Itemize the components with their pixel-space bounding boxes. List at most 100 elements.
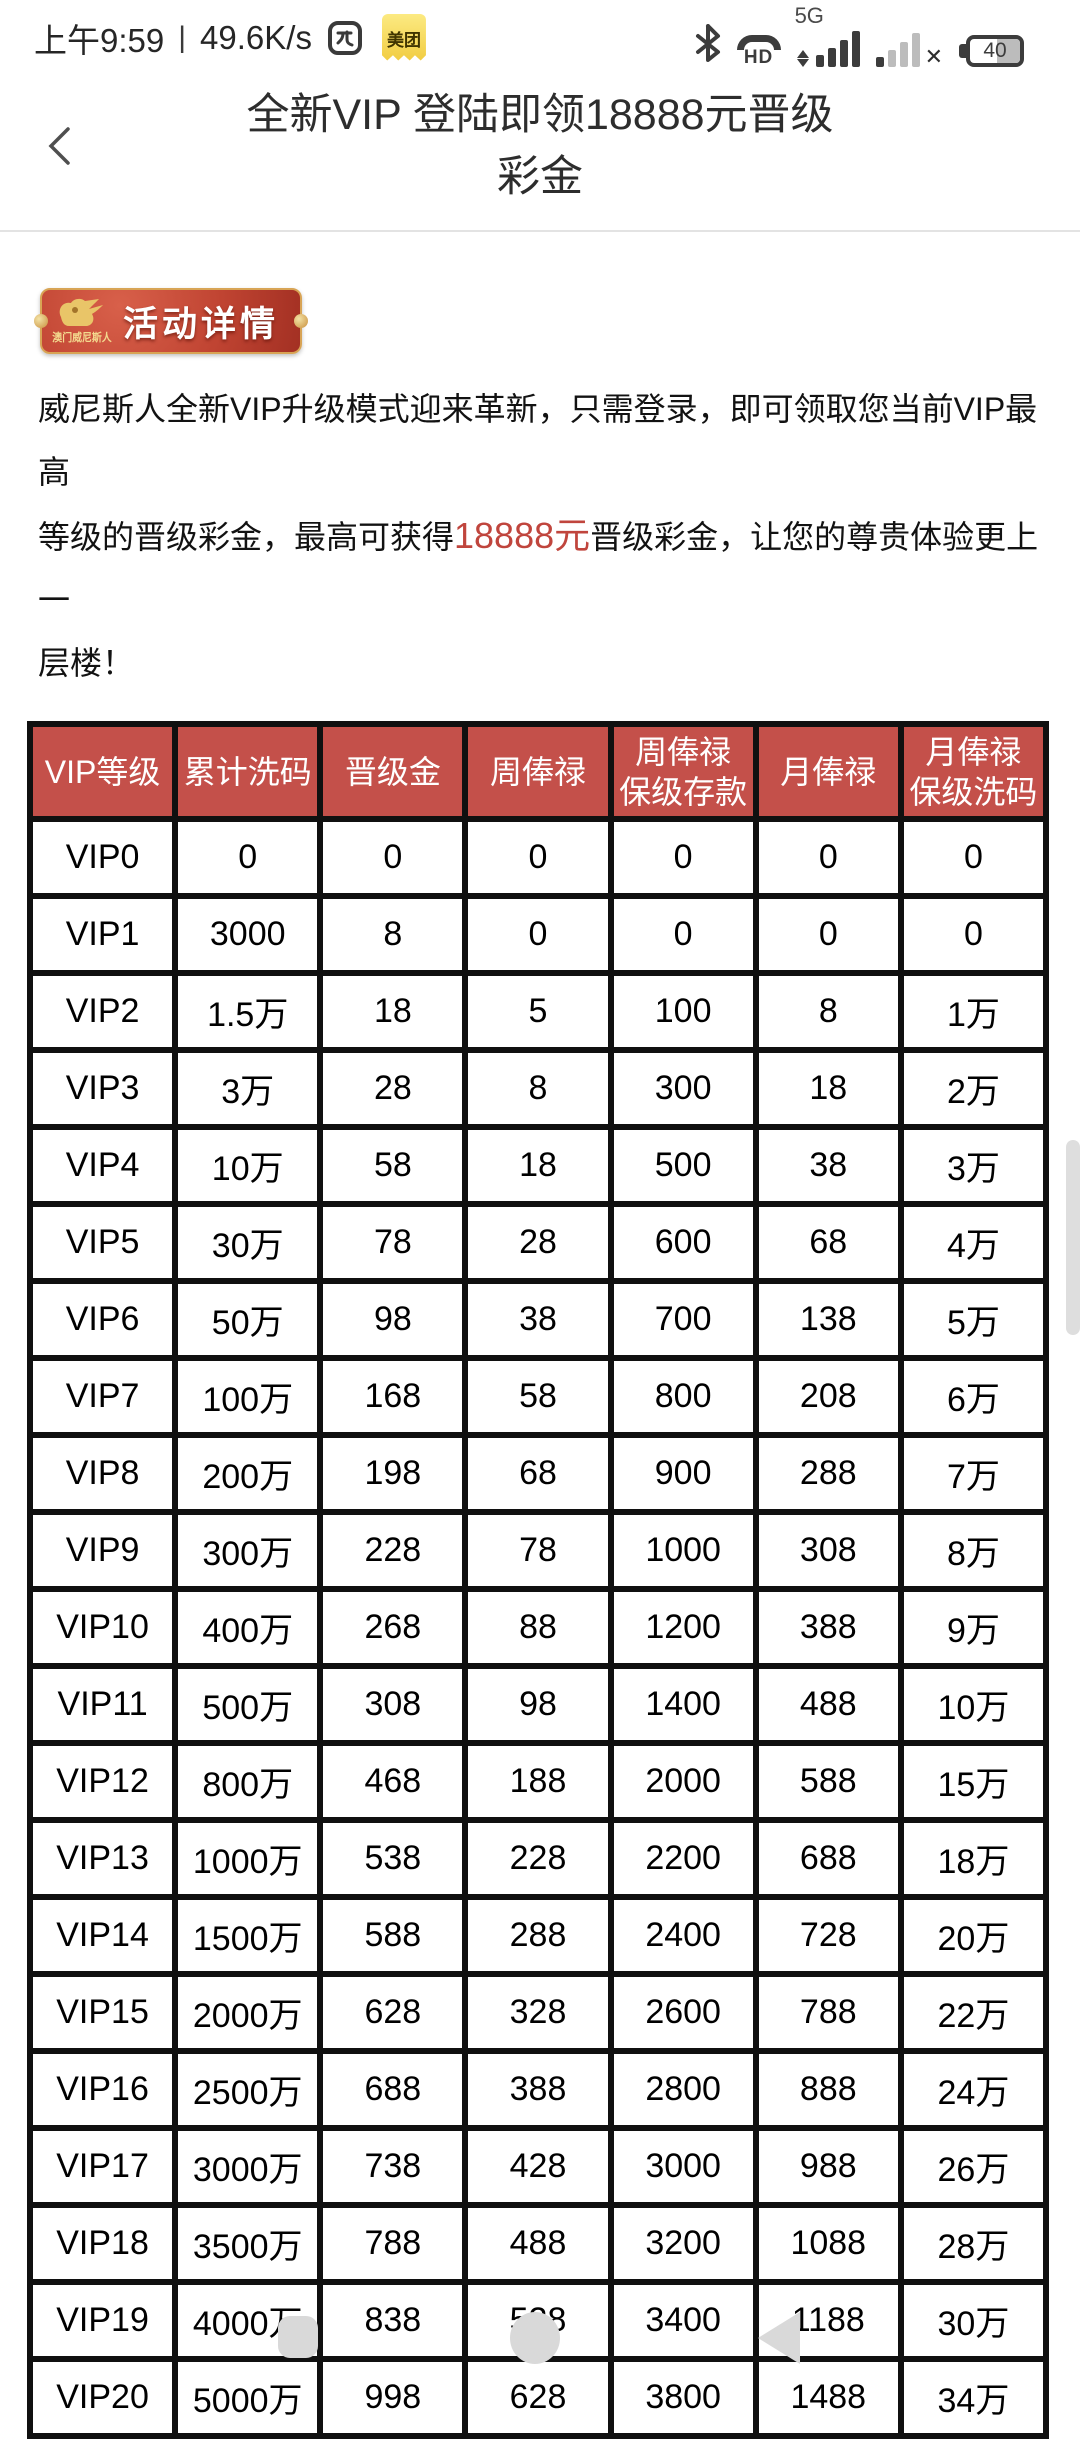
vip-level-cell: VIP0: [26, 816, 179, 899]
value-cell: 98: [317, 1278, 469, 1361]
value-cell: 900: [607, 1432, 759, 1515]
value-cell: 22万: [897, 1971, 1050, 2054]
table-row: VIP17 3000万 738 428 3000 988 26万: [26, 2125, 1050, 2208]
value-cell: 15万: [897, 1740, 1050, 1823]
page-title-line2: 彩金: [497, 153, 583, 201]
table-row: VIP7 100万 168 58 800 208 6万: [26, 1355, 1050, 1438]
value-cell: 188: [462, 1740, 614, 1823]
vip-level-cell: VIP11: [26, 1663, 179, 1746]
value-cell: 228: [462, 1817, 614, 1900]
value-cell: 10万: [897, 1663, 1050, 1746]
value-cell: 68: [462, 1432, 614, 1515]
status-bar: 上午9:59 | 49.6K/s 美团 HD 5G: [0, 0, 1080, 70]
table-header-cell: 月俸禄: [752, 721, 904, 822]
value-cell: 24万: [897, 2048, 1050, 2131]
value-cell: 3500万: [172, 2202, 324, 2285]
value-cell: 0: [462, 816, 614, 899]
table-row: VIP0 0 0 0 0 0 0: [26, 816, 1050, 899]
value-cell: 200万: [172, 1432, 324, 1515]
table-row: VIP14 1500万 588 288 2400 728 20万: [26, 1894, 1050, 1977]
vip-level-cell: VIP6: [26, 1278, 179, 1361]
vip-level-cell: VIP14: [26, 1894, 179, 1977]
vip-level-cell: VIP19: [26, 2279, 179, 2362]
table-header-cell: 周俸禄 保级存款: [607, 721, 759, 822]
value-cell: 738: [317, 2125, 469, 2208]
value-cell: 3200: [607, 2202, 759, 2285]
value-cell: 388: [752, 1586, 904, 1669]
activity-banner: 澳门威尼斯人 活动详情: [34, 288, 308, 354]
value-cell: 88: [462, 1586, 614, 1669]
value-cell: 38: [752, 1124, 904, 1207]
value-cell: 3万: [172, 1047, 324, 1130]
value-cell: 78: [317, 1201, 469, 1284]
value-cell: 28: [462, 1201, 614, 1284]
value-cell: 628: [317, 1971, 469, 2054]
value-cell: 1200: [607, 1586, 759, 1669]
phone-handset-icon: [736, 35, 781, 50]
vip-level-cell: VIP3: [26, 1047, 179, 1130]
vip-level-cell: VIP12: [26, 1740, 179, 1823]
vip-level-cell: VIP18: [26, 2202, 179, 2285]
value-cell: 688: [752, 1817, 904, 1900]
value-cell: 1000: [607, 1509, 759, 1592]
recent-apps-button[interactable]: [278, 2316, 318, 2358]
status-separator: |: [178, 21, 187, 54]
nav-back-button[interactable]: [758, 2312, 800, 2364]
brand-name: 澳门威尼斯人: [52, 332, 112, 344]
anti-fraud-app-icon: [327, 21, 362, 55]
value-cell: 8: [752, 970, 904, 1053]
value-cell: 0: [172, 816, 324, 899]
value-cell: 988: [752, 2125, 904, 2208]
page-title: 全新VIP 登陆即领18888元晋级 彩金: [0, 70, 1080, 208]
app-bar: 全新VIP 登陆即领18888元晋级 彩金: [0, 70, 1080, 230]
value-cell: 138: [752, 1278, 904, 1361]
scrollbar-thumb[interactable]: [1066, 1140, 1080, 1335]
vip-level-cell: VIP8: [26, 1432, 179, 1515]
value-cell: 538: [317, 1817, 469, 1900]
value-cell: 728: [752, 1894, 904, 1977]
bonus-amount-highlight: 18888元: [454, 515, 591, 556]
value-cell: 228: [317, 1509, 469, 1592]
table-row: VIP6 50万 98 38 700 138 5万: [26, 1278, 1050, 1361]
value-cell: 8万: [897, 1509, 1050, 1592]
back-button[interactable]: [24, 106, 94, 186]
value-cell: 28: [317, 1047, 469, 1130]
value-cell: 208: [752, 1355, 904, 1438]
table-row: VIP18 3500万 788 488 3200 1088 28万: [26, 2202, 1050, 2285]
value-cell: 9万: [897, 1586, 1050, 1669]
table-header-cell: 累计洗码: [172, 721, 324, 822]
value-cell: 8: [462, 1047, 614, 1130]
home-button[interactable]: [510, 2312, 560, 2364]
value-cell: 1088: [752, 2202, 904, 2285]
table-header-cell: VIP等级: [26, 721, 179, 822]
value-cell: 0: [752, 816, 904, 899]
status-left: 上午9:59 | 49.6K/s 美团: [34, 14, 426, 62]
value-cell: 700: [607, 1278, 759, 1361]
value-cell: 78: [462, 1509, 614, 1592]
table-row: VIP8 200万 198 68 900 288 7万: [26, 1432, 1050, 1515]
clock: 上午9:59: [34, 22, 165, 59]
promo-text-line1: 威尼斯人全新VIP升级模式迎来革新，只需登录，即可领取您当前VIP最高: [38, 391, 1038, 490]
value-cell: 2400: [607, 1894, 759, 1977]
table-row: VIP5 30万 78 28 600 68 4万: [26, 1201, 1050, 1284]
value-cell: 7万: [897, 1432, 1050, 1515]
value-cell: 168: [317, 1355, 469, 1438]
value-cell: 3万: [897, 1124, 1050, 1207]
vip-level-cell: VIP10: [26, 1586, 179, 1669]
vip-level-cell: VIP5: [26, 1201, 179, 1284]
promo-text-line2-pre: 等级的晋级彩金，最高可获得: [38, 519, 455, 555]
bluetooth-icon: [695, 24, 721, 67]
value-cell: 788: [752, 1971, 904, 2054]
value-cell: 308: [317, 1663, 469, 1746]
data-activity-icon: [796, 50, 809, 67]
value-cell: 288: [752, 1432, 904, 1515]
value-cell: 3000万: [172, 2125, 324, 2208]
value-cell: 0: [607, 893, 759, 976]
value-cell: 3400: [607, 2279, 759, 2362]
value-cell: 0: [897, 816, 1050, 899]
value-cell: 288: [462, 1894, 614, 1977]
value-cell: 300: [607, 1047, 759, 1130]
value-cell: 68: [752, 1201, 904, 1284]
battery-fill: [997, 39, 1020, 63]
